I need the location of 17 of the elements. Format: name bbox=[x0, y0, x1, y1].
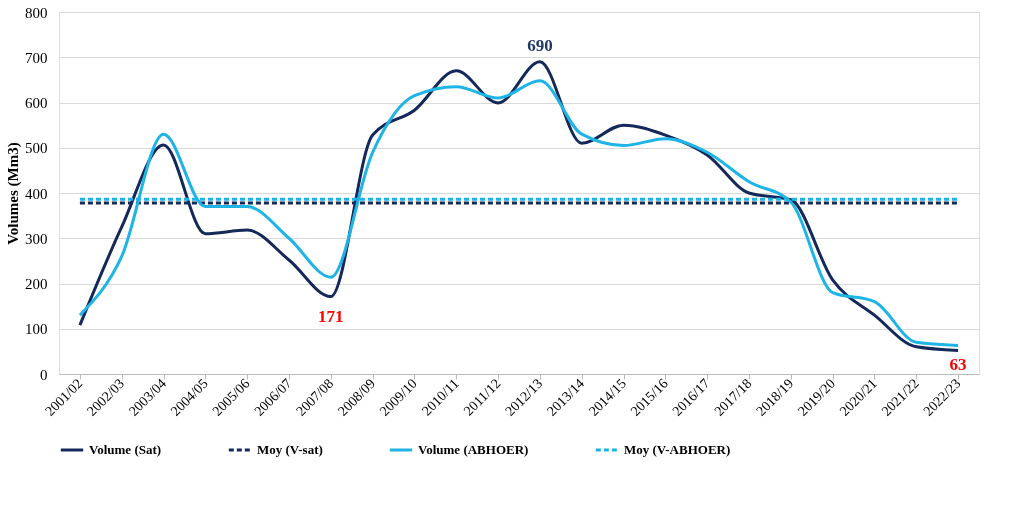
y-tick-label: 100 bbox=[25, 321, 48, 338]
annotation: 63 bbox=[949, 355, 967, 375]
y-axis-title: Volumes (Mm3) bbox=[5, 142, 22, 245]
annotation: 171 bbox=[318, 306, 344, 326]
y-tick-label: 0 bbox=[40, 366, 48, 383]
y-tick-label: 300 bbox=[25, 230, 48, 247]
y-tick-label: 500 bbox=[25, 140, 48, 157]
legend-label: Volume (ABHOER) bbox=[418, 442, 529, 457]
legend-label: Moy (V-ABHOER) bbox=[624, 442, 731, 457]
annotation: 690 bbox=[527, 35, 553, 55]
y-tick-label: 400 bbox=[25, 185, 48, 202]
y-tick-label: 600 bbox=[25, 95, 48, 111]
y-tick-label: 200 bbox=[25, 276, 48, 292]
y-tick-label: 800 bbox=[25, 4, 48, 21]
legend-label: Moy (V-sat) bbox=[257, 442, 323, 457]
legend-label: Volume (Sat) bbox=[89, 442, 162, 457]
y-tick-label: 700 bbox=[25, 49, 48, 66]
